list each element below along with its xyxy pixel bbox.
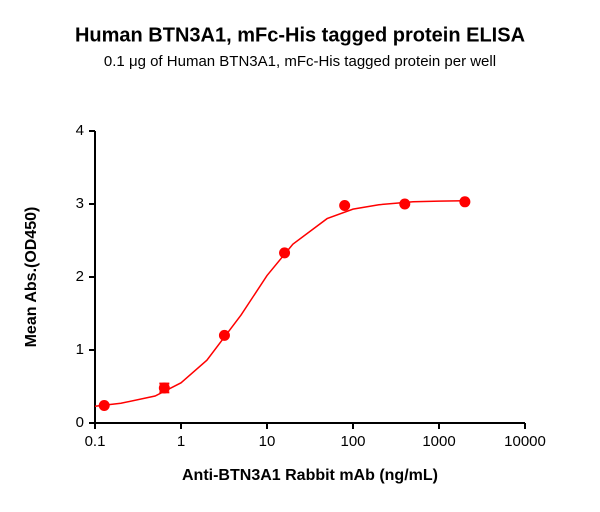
data-point [218, 329, 230, 341]
y-tick-label: 2 [76, 268, 84, 285]
y-tick-label: 0 [76, 414, 84, 431]
y-tick-label: 4 [76, 122, 84, 139]
data-point [98, 399, 110, 411]
y-tick-label: 1 [76, 341, 84, 358]
chart-title: Human BTN3A1, mFc-His tagged protein ELI… [75, 24, 525, 46]
x-tick-label: 0.1 [85, 433, 106, 450]
y-tick-label: 3 [76, 195, 84, 212]
x-tick-label: 10 [259, 433, 276, 450]
x-tick-label: 1 [177, 433, 185, 450]
data-point [339, 199, 351, 211]
x-tick-label: 100 [340, 433, 365, 450]
data-point [399, 198, 411, 210]
x-tick-label: 1000 [422, 433, 455, 450]
x-tick-label: 10000 [504, 433, 546, 450]
fit-curve [94, 199, 465, 407]
x-axis-title: Anti-BTN3A1 Rabbit mAb (ng/mL) [182, 467, 438, 484]
data-point [459, 196, 471, 208]
chart-subtitle: 0.1 μg of Human BTN3A1, mFc-His tagged p… [104, 53, 496, 70]
data-point [279, 247, 291, 259]
y-axis-title: Mean Abs.(OD450) [23, 207, 40, 348]
data-point [158, 382, 170, 394]
